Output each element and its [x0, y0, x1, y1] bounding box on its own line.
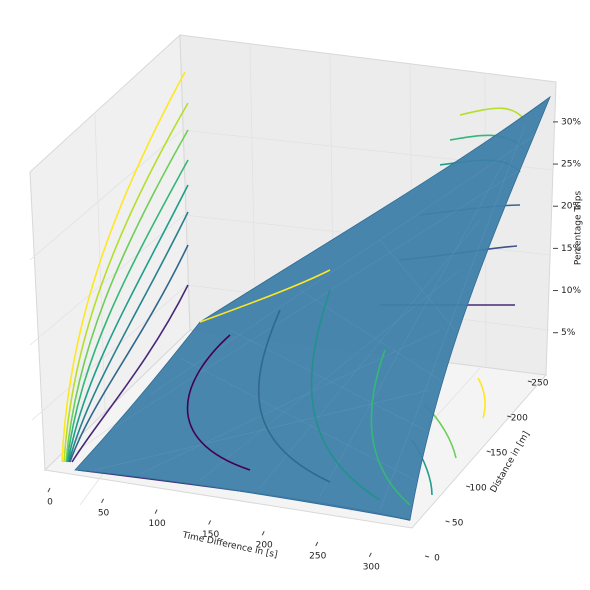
y-axis-label: Distance in [m]	[489, 430, 532, 495]
x-tick	[261, 531, 265, 536]
y-tick-label: 0	[434, 554, 440, 564]
x-tick	[368, 552, 372, 558]
y-tick-label: 50	[452, 519, 464, 529]
z-tick-label: 25%	[561, 160, 581, 170]
z-tick-label: 10%	[561, 286, 581, 296]
y-tick-label: 250	[531, 379, 548, 389]
surface-mesh	[94, 124, 536, 511]
x-tick	[154, 509, 158, 514]
x-tick	[208, 520, 212, 525]
y-tick-label: 200	[511, 414, 528, 424]
x-tick-label: 250	[309, 552, 326, 562]
x-tick	[47, 487, 51, 493]
y-tick-label: 100	[470, 484, 487, 494]
y-tick	[527, 380, 533, 383]
z-axis-label: Percentage Trips	[574, 191, 584, 266]
x-tick-label: 100	[149, 519, 166, 529]
z-tick-label: 20%	[561, 202, 581, 212]
z-tick-label: 30%	[561, 117, 581, 127]
x-tick-label: 300	[363, 562, 380, 572]
x-tick-label: 50	[98, 508, 110, 518]
y-tick	[466, 485, 471, 488]
x-tick-label: 200	[256, 541, 273, 551]
x-tick	[315, 541, 319, 547]
contours-left	[61, 71, 189, 463]
y-tick	[424, 555, 430, 558]
z-tick-label: 15%	[561, 244, 581, 254]
x-tick-label: 150	[202, 530, 219, 540]
x-tick-label: 0	[47, 498, 53, 508]
y-tick-label: 150	[490, 449, 507, 459]
z-tick-label: 5%	[561, 328, 576, 338]
y-tick	[445, 520, 450, 523]
y-tick	[507, 415, 512, 418]
surface-contours	[186, 269, 411, 506]
y-tick	[486, 450, 491, 453]
x-tick	[101, 498, 104, 504]
surface	[74, 95, 551, 521]
